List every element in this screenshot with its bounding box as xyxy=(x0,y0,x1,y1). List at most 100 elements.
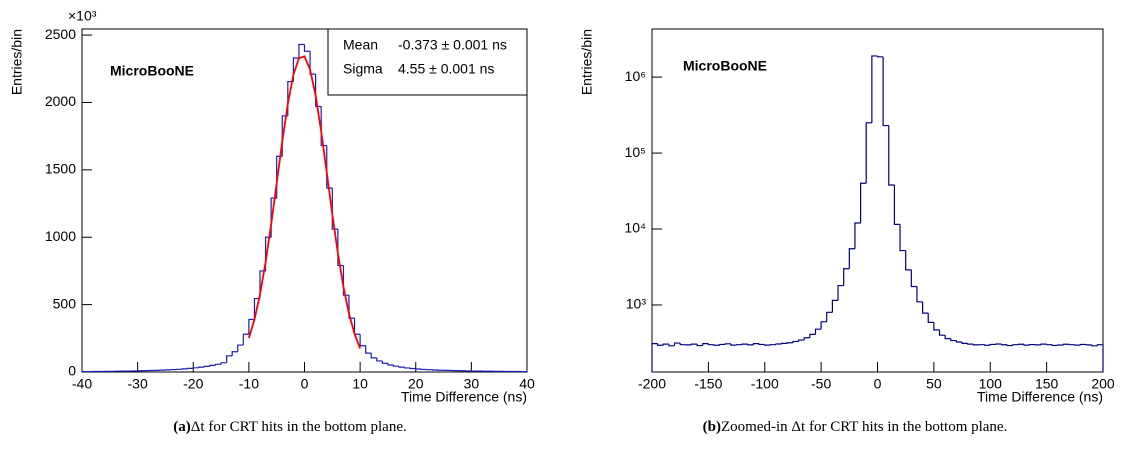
histogram-bin xyxy=(187,367,194,369)
histogram-bin xyxy=(786,342,793,344)
histogram-bin xyxy=(1023,344,1030,346)
histogram-bin xyxy=(657,343,664,346)
x-tick-label: 100 xyxy=(979,376,1003,392)
histogram-bin xyxy=(668,344,675,347)
histogram-bin xyxy=(820,321,827,330)
histogram-bin xyxy=(237,344,244,352)
histogram-bin xyxy=(899,224,906,252)
x-tick-label: 0 xyxy=(874,376,882,392)
histogram-bin xyxy=(854,222,861,249)
histogram-bin xyxy=(226,355,233,363)
histogram-bin xyxy=(331,188,338,230)
y-tick-label: 1500 xyxy=(45,161,76,177)
x-tick-label: 30 xyxy=(464,376,480,392)
histogram-bin xyxy=(775,343,782,345)
x-tick-label: -100 xyxy=(751,376,779,392)
histogram-bin xyxy=(696,344,703,347)
histogram-bin xyxy=(961,342,968,344)
histogram-bin xyxy=(398,366,405,368)
histogram-bin xyxy=(679,343,686,346)
histogram-bin xyxy=(916,286,923,303)
caption: (b)Zoomed-in Δt for CRT hits in the bott… xyxy=(703,419,1008,435)
x-tick-label: -50 xyxy=(811,376,831,392)
histogram-bin xyxy=(326,145,333,189)
histogram-bin xyxy=(1062,343,1070,346)
histogram-bin xyxy=(967,343,974,345)
histogram-bin xyxy=(1079,343,1087,346)
histogram-bin xyxy=(938,329,946,336)
histogram-bin xyxy=(758,343,765,346)
histogram-bin xyxy=(203,365,210,368)
histogram-bin xyxy=(298,43,305,58)
histogram-bin xyxy=(320,106,327,147)
histogram-bin xyxy=(803,337,810,341)
x-tick-label: -10 xyxy=(239,376,259,392)
y-tick-label: 0 xyxy=(68,363,76,379)
x-tick-label: 20 xyxy=(408,376,424,392)
caption: (a)Δt for CRT hits in the bottom plane. xyxy=(173,419,406,435)
histogram-bin xyxy=(342,265,349,296)
x-tick-label: 150 xyxy=(1035,376,1059,392)
histogram-bin xyxy=(927,313,934,323)
histogram-bin xyxy=(848,248,855,269)
histogram-bin xyxy=(741,343,748,345)
histogram-bin xyxy=(955,340,963,343)
x-tick-label: -200 xyxy=(638,376,666,392)
histogram-bin xyxy=(922,301,929,314)
x-tick-label: 40 xyxy=(519,376,535,392)
histogram-bin xyxy=(910,269,917,288)
histogram-bin xyxy=(837,284,844,301)
histogram-bin xyxy=(876,55,884,58)
y-tick-label: 10⁴ xyxy=(624,220,646,236)
histogram-bin xyxy=(404,367,411,369)
histogram-bin xyxy=(893,184,901,225)
histogram-bin xyxy=(888,125,895,186)
y-tick-label: 500 xyxy=(53,295,77,311)
y-tick-label: 10⁵ xyxy=(625,144,646,160)
histogram-bin xyxy=(905,250,912,271)
stats-value: 4.55 ± 0.001 ns xyxy=(398,61,494,77)
histogram-bin xyxy=(690,343,698,345)
histogram-bin xyxy=(1012,344,1019,346)
histogram-bin xyxy=(253,297,260,320)
annotation: MicroBooNE xyxy=(110,63,194,79)
histogram-bin xyxy=(662,343,669,346)
histogram-bin xyxy=(409,367,416,370)
y-tick-label: 10³ xyxy=(626,296,647,312)
caption-label: (b) xyxy=(703,419,721,435)
histogram-bin xyxy=(673,342,681,346)
x-axis-label: Time Difference (ns) xyxy=(977,389,1103,405)
histogram-bin xyxy=(797,339,805,342)
plot-frame xyxy=(651,28,1104,373)
histogram-bin xyxy=(719,343,726,346)
histogram-bin xyxy=(381,360,388,364)
histogram-bin xyxy=(781,342,788,345)
histogram-bin xyxy=(214,363,222,366)
histogram-bin xyxy=(871,55,878,123)
histogram-bin xyxy=(843,268,850,286)
histogram-bin xyxy=(1091,344,1098,347)
histogram-bin xyxy=(831,299,839,313)
histogram-bin xyxy=(1046,344,1053,346)
stats-label: Sigma xyxy=(343,61,383,77)
x-tick-label: 200 xyxy=(1091,376,1115,392)
histogram-bin xyxy=(520,370,528,373)
histogram-bin xyxy=(865,122,872,184)
histogram-bin xyxy=(933,322,940,331)
x-tick-label: -20 xyxy=(183,376,203,392)
histogram-bin xyxy=(702,342,709,346)
y-tick-label: 1000 xyxy=(45,228,76,244)
x-tick-label: -30 xyxy=(128,376,148,392)
histogram-bin xyxy=(989,343,996,346)
stats-box xyxy=(327,28,528,96)
histogram-bin xyxy=(315,74,322,108)
histogram-bin xyxy=(370,353,377,359)
histogram-bin xyxy=(944,335,951,340)
stats-label: Mean xyxy=(343,37,378,53)
x-tick-label: -40 xyxy=(72,376,92,392)
histogram-bin xyxy=(242,333,249,346)
histogram-bin xyxy=(220,362,227,365)
histogram-bin xyxy=(713,344,720,346)
histogram-bin xyxy=(1006,344,1013,347)
